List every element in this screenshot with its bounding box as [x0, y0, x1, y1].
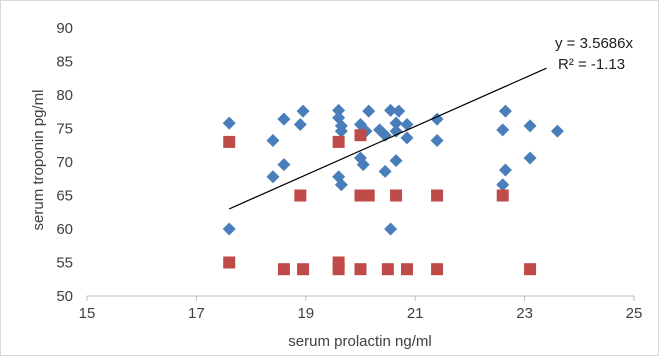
diamond-point [523, 119, 537, 133]
y-tick-label: 80 [56, 87, 73, 104]
square-point [381, 263, 394, 276]
square-point [354, 129, 367, 142]
diamond-point [389, 124, 403, 138]
diamond-point [362, 104, 376, 118]
square-point [277, 263, 290, 276]
y-tick-label: 90 [56, 20, 73, 37]
plot-area [222, 103, 564, 276]
diamond-point [266, 170, 280, 184]
square-point [354, 263, 367, 276]
x-axis-ticks: 15 17 19 21 23 25 [79, 296, 643, 322]
y-tick-label: 65 [56, 188, 73, 205]
diamond-point [334, 124, 348, 138]
y-tick-label: 50 [56, 288, 73, 305]
square-point [431, 263, 444, 276]
square-point [332, 135, 345, 148]
diamond-point [334, 178, 348, 192]
square-point [223, 135, 236, 148]
y-tick-label: 55 [56, 255, 73, 272]
diamond-point [277, 112, 291, 126]
diamond-point [266, 134, 280, 148]
square-point [223, 256, 236, 269]
diamond-point [498, 104, 512, 118]
diamond-point [296, 104, 310, 118]
square-point [297, 263, 310, 276]
diamond-point [498, 163, 512, 177]
diamond-point [356, 158, 370, 172]
square-point [390, 189, 403, 202]
diamond-point [392, 104, 406, 118]
x-axis-title: serum prolactin ng/ml [288, 333, 431, 350]
diamond-point [293, 117, 307, 131]
square-point [524, 263, 537, 276]
y-tick-label: 70 [56, 154, 73, 171]
diamond-point [378, 164, 392, 178]
diamond-point [430, 134, 444, 148]
diamond-point [496, 123, 510, 137]
x-tick-label: 25 [626, 305, 643, 322]
diamond-point [222, 116, 236, 130]
diamond-point [496, 178, 510, 192]
square-point [332, 263, 345, 276]
x-tick-label: 21 [407, 305, 424, 322]
x-tick-label: 15 [79, 305, 96, 322]
diamond-point [384, 103, 398, 117]
x-tick-label: 17 [188, 305, 205, 322]
y-axis-title: serum troponin pg/ml [30, 90, 47, 231]
x-tick-label: 19 [297, 305, 314, 322]
y-tick-label: 85 [56, 54, 73, 71]
square-point [400, 263, 413, 276]
trendline-r-squared: R² = -1.13 [558, 56, 625, 73]
square-point [362, 189, 375, 202]
square-point [496, 189, 509, 202]
diamond-point [523, 151, 537, 165]
trendline-equation: y = 3.5686x [555, 35, 633, 52]
y-axis-ticks: 50 55 60 65 70 75 80 85 90 [56, 20, 73, 305]
diamond-point [332, 103, 346, 117]
diamond-point [389, 154, 403, 168]
diamond-point [222, 222, 236, 236]
y-tick-label: 75 [56, 121, 73, 138]
y-tick-label: 60 [56, 221, 73, 238]
square-point [431, 189, 444, 202]
diamond-point [277, 158, 291, 172]
x-tick-label: 23 [516, 305, 533, 322]
diamond-point [400, 117, 414, 131]
diamond-point [389, 116, 403, 130]
square-point [294, 189, 307, 202]
diamond-point [384, 222, 398, 236]
diamond-point [400, 131, 414, 145]
trendline [228, 67, 547, 210]
diamond-point [550, 124, 564, 138]
